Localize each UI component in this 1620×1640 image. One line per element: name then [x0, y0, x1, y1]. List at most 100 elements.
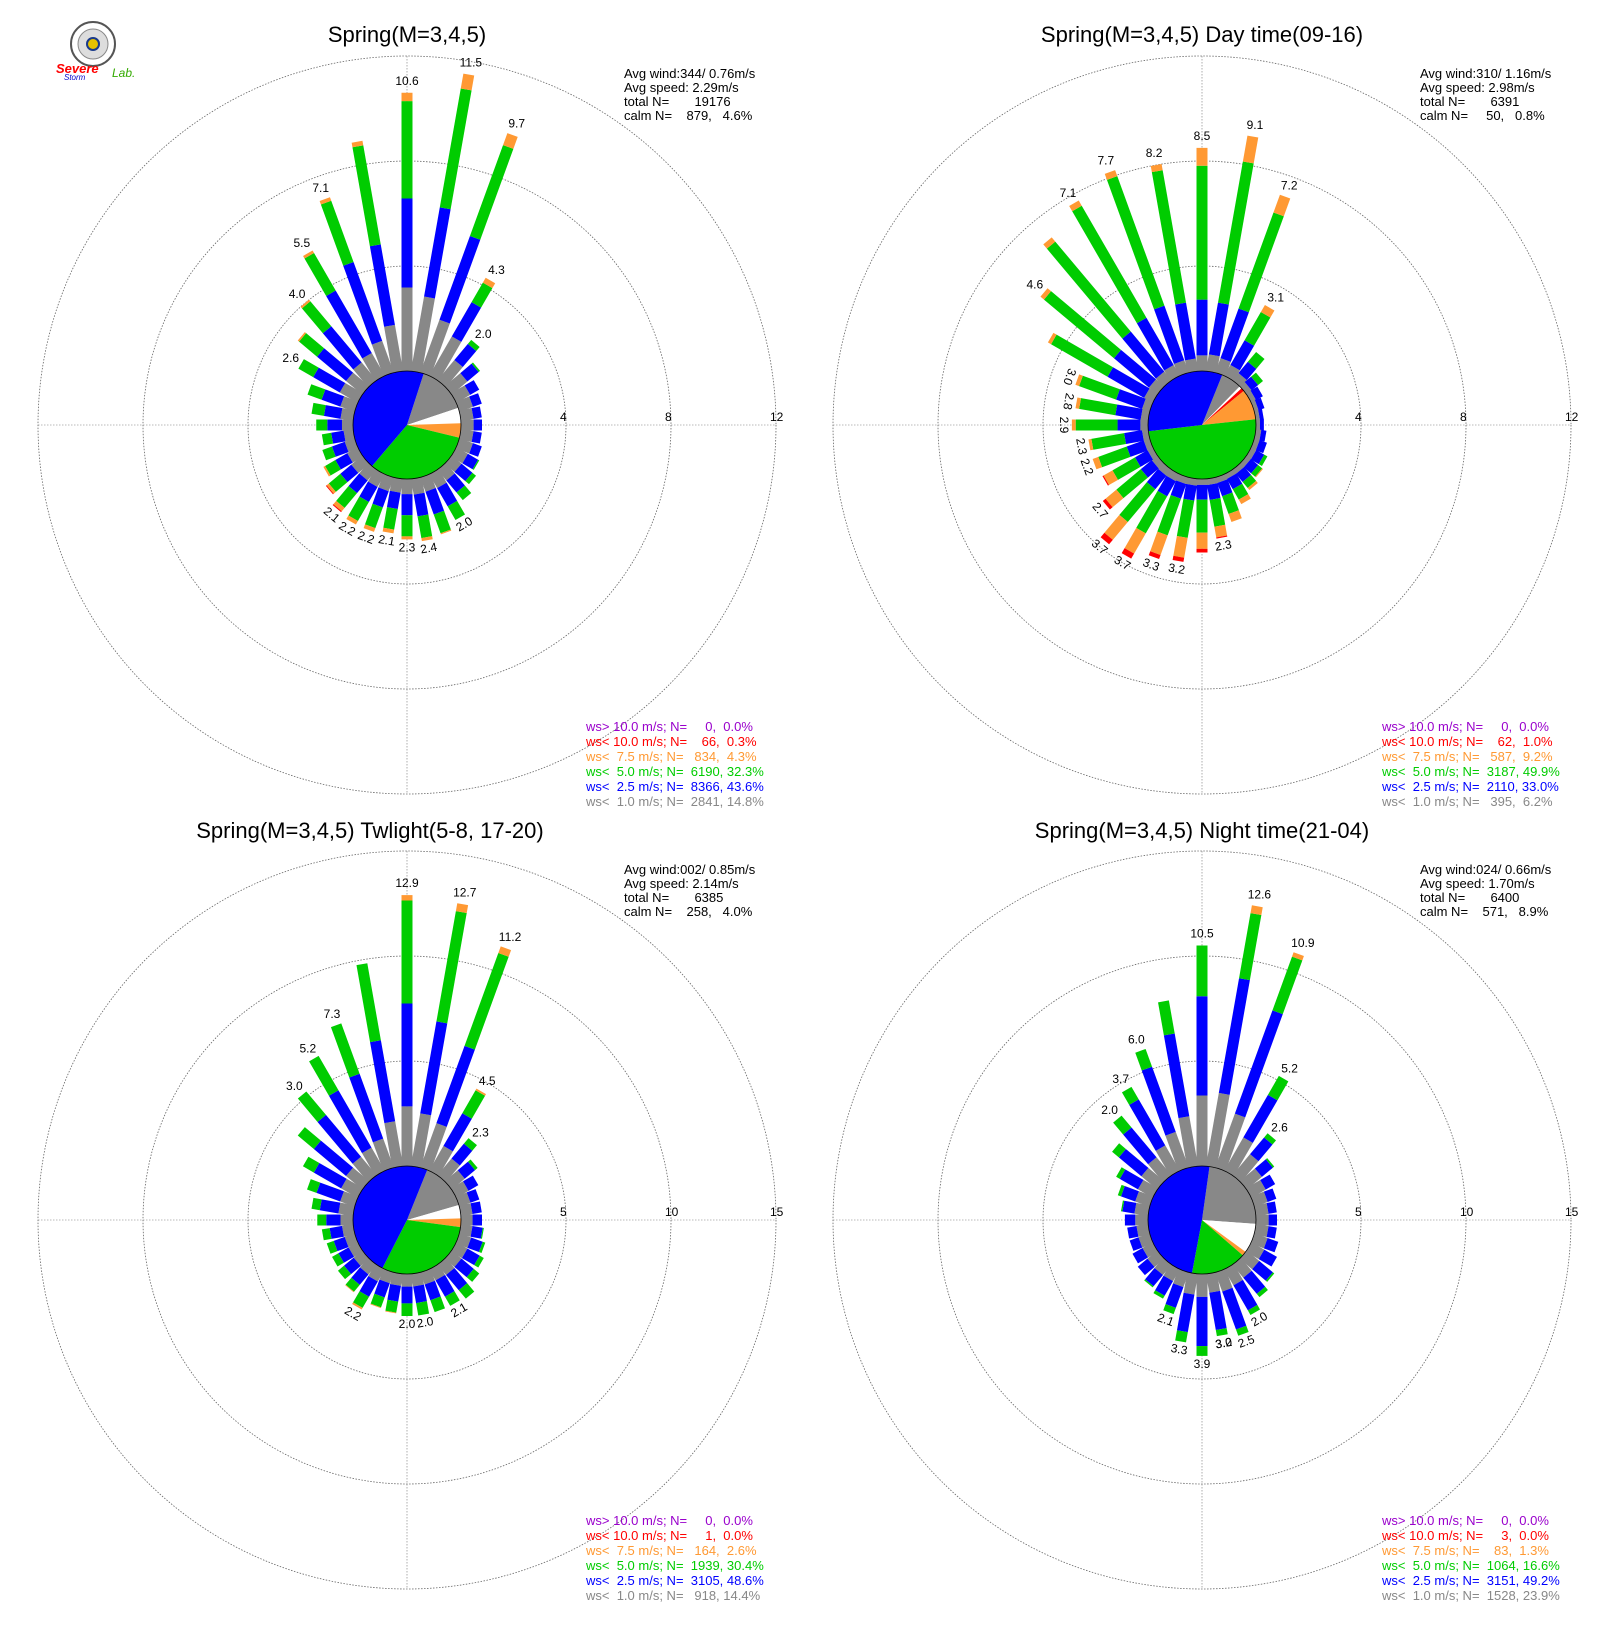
petal-segment: [459, 428, 474, 442]
petal-segment: [323, 465, 331, 477]
petal-segment: [469, 443, 482, 457]
petal-segment: [1173, 535, 1188, 558]
petal-segment: [410, 296, 435, 373]
petal-segment: [430, 1296, 446, 1313]
petal-segment: [451, 447, 468, 464]
petal-segment: [467, 1237, 483, 1253]
petal-segment: [321, 1228, 332, 1241]
petal-segment: [1254, 1159, 1273, 1177]
petal-segment: [1141, 428, 1150, 441]
petal-label: 3.1: [1267, 290, 1284, 304]
petal-segment: [359, 481, 378, 503]
petal-segment: [1123, 1127, 1157, 1165]
petal-segment: [1118, 1148, 1149, 1177]
petal-segment: [1259, 419, 1264, 431]
petal-segment: [344, 438, 359, 453]
petal-segment: [1260, 305, 1275, 318]
petal-label: 3.0: [286, 1079, 303, 1093]
petal-label-rotated: 2.1: [377, 532, 396, 549]
total-n-stat: total N= 6385: [624, 890, 723, 905]
petal-label-rotated: 3.9: [1194, 1357, 1211, 1371]
ring-label-1: 5: [560, 1205, 567, 1219]
petal-label: 5.2: [1281, 1061, 1298, 1075]
petal-segment: [1246, 1180, 1266, 1198]
petal-segment: [320, 200, 354, 266]
petal-segment: [1243, 458, 1259, 474]
petal-segment: [439, 88, 472, 210]
petal-segment: [326, 290, 372, 359]
petal-segment: [464, 952, 509, 1050]
petal-segment: [1196, 1296, 1208, 1347]
petal-segment: [462, 1090, 486, 1119]
petal-segment: [1112, 1143, 1126, 1158]
petal-segment: [323, 405, 343, 419]
petal-label-rotated: 2.3: [399, 540, 416, 554]
petal-segment: [455, 903, 469, 914]
petal-segment: [1075, 419, 1118, 431]
petal-segment: [1205, 354, 1220, 373]
petal-segment: [444, 1250, 462, 1267]
legend-entry-lt1: ws< 1.0 m/s; N= 2841, 14.8%: [585, 794, 764, 809]
petal-segment: [1258, 1249, 1277, 1267]
petal-segment: [466, 1268, 480, 1282]
petal-label-rotated: 3.2: [1167, 560, 1186, 577]
petal-segment: [356, 963, 381, 1043]
petal-segment: [1264, 1133, 1277, 1145]
petal-segment: [346, 1167, 370, 1190]
petal-segment: [1136, 317, 1174, 371]
petal-segment: [1115, 404, 1143, 420]
petal-segment: [429, 336, 462, 381]
petal-segment: [401, 1003, 413, 1107]
petal-segment: [1215, 1328, 1228, 1337]
petal-segment: [1250, 449, 1265, 465]
petal-segment: [439, 235, 481, 324]
petal-segment: [1209, 498, 1226, 527]
petal-segment: [1140, 460, 1159, 478]
petal-segment: [1155, 1145, 1180, 1176]
petal-segment: [1116, 469, 1148, 499]
legend-entry-lt25: ws< 2.5 m/s; N= 3151, 49.2%: [1381, 1573, 1560, 1588]
petal-label: 10.6: [395, 74, 419, 88]
petal-segment: [1140, 419, 1148, 431]
petal-segment: [1251, 372, 1263, 386]
petal-segment: [351, 455, 370, 474]
petal-segment: [384, 1121, 404, 1168]
petal-segment: [313, 367, 346, 393]
petal-segment: [1116, 389, 1146, 410]
calm-n-stat: calm N= 571, 8.9%: [1420, 904, 1549, 919]
petal-segment: [417, 514, 433, 539]
petal-segment: [1175, 1330, 1188, 1343]
petal-segment: [401, 1303, 413, 1316]
petal-segment: [1138, 1233, 1154, 1248]
pie-slice-lt75: [407, 423, 461, 438]
petal-segment: [1196, 479, 1208, 485]
petal-segment: [410, 1113, 432, 1168]
petal-segment: [330, 1023, 360, 1078]
petal-label: 9.7: [508, 117, 525, 131]
logo-text-storm: Storm: [64, 73, 86, 82]
petal-segment: [384, 324, 404, 373]
petal-segment: [1244, 376, 1259, 391]
petal-segment: [471, 406, 482, 419]
petal-segment: [368, 1264, 385, 1282]
petal-segment: [1137, 1258, 1155, 1276]
calm-n-stat: calm N= 258, 4.0%: [624, 904, 753, 919]
petal-segment: [1256, 1286, 1268, 1298]
petal-segment: [360, 1257, 377, 1275]
petal-segment: [1154, 1257, 1172, 1276]
petal-segment: [454, 343, 477, 368]
petal-segment: [353, 1291, 370, 1308]
petal-segment: [1230, 340, 1255, 371]
petal-label-rotated: 3.0: [1060, 367, 1079, 388]
petal-segment: [346, 372, 370, 395]
pie-slice-lt25: [1147, 1165, 1210, 1274]
petal-segment: [372, 1138, 394, 1172]
petal-segment: [1254, 1223, 1269, 1237]
petal-segment: [329, 1225, 344, 1239]
petal-segment: [1228, 510, 1242, 523]
petal-segment: [1150, 164, 1163, 173]
petal-segment: [1272, 956, 1303, 1015]
petal-segment: [1196, 499, 1208, 533]
petal-label: 7.3: [324, 1007, 341, 1021]
petal-segment: [1136, 1223, 1150, 1237]
